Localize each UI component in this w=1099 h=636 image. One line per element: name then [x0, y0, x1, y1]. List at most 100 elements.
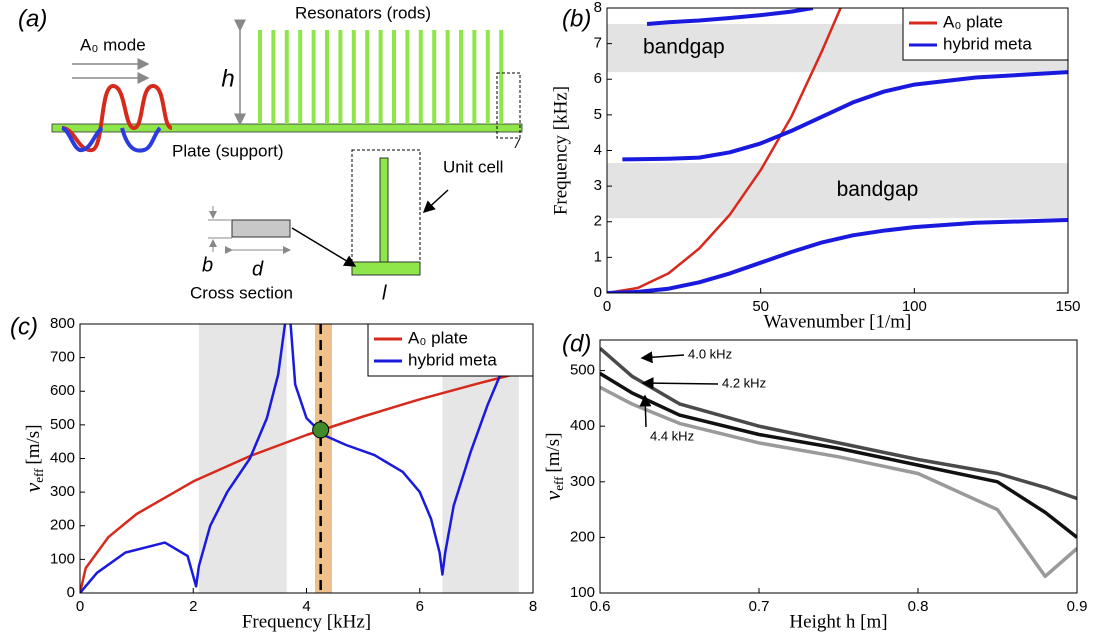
unit-cell-label: Unit cell: [443, 157, 503, 176]
plate-label: Plate (support): [172, 141, 284, 160]
rod: [271, 30, 276, 124]
x-tick-label: 0: [603, 298, 611, 315]
legend-label: hybrid meta: [943, 34, 1032, 53]
y-axis-label: veff [m/s]: [20, 424, 46, 492]
rod: [351, 30, 356, 124]
y-tick-label: 100: [570, 584, 595, 601]
leader: [514, 137, 521, 149]
rod: [499, 30, 504, 124]
rod: [325, 30, 329, 124]
chart: 0 2 4 6 8 0 100 200 300 400 500 600 700 800 (c) Frequen…: [10, 313, 537, 632]
rod: [378, 30, 383, 124]
diagram: (a) A₀ mode Resonators (rods) h Plate (s…: [18, 3, 523, 304]
y-tick-label: 800: [50, 315, 75, 332]
band: [607, 162, 1068, 219]
marker-point: [312, 421, 330, 439]
axes-frame: [599, 339, 1078, 594]
cross-section-label: Cross section: [190, 283, 293, 302]
rod: [284, 30, 289, 124]
legend: [902, 7, 1069, 61]
series-line: [607, 8, 1068, 293]
y-tick-label: 200: [570, 528, 595, 545]
rod: [298, 30, 303, 124]
rod: [338, 30, 343, 124]
y-tick-label: 600: [50, 382, 75, 399]
y-axis-label: Frequency [kHz]: [550, 86, 571, 215]
panel-label: (b): [562, 5, 591, 32]
y-label-unit: [m/s]: [23, 424, 44, 464]
x-tick-label: 4: [302, 598, 310, 615]
b-label: b: [202, 254, 213, 276]
y-tick-label: 3: [594, 177, 602, 194]
annotation: 4.4 kHz: [650, 428, 694, 443]
y-tick-label: 700: [50, 349, 75, 366]
wave: [61, 126, 162, 153]
x-tick-label: 0.6: [590, 598, 611, 615]
x-axis-label: Frequency [kHz]: [242, 611, 371, 632]
y-label-symbol: v: [540, 491, 565, 501]
cross-section: [231, 219, 291, 238]
axes-frame: [606, 7, 1069, 294]
y-tick-label: 4: [594, 141, 602, 158]
legend-label: A₀ plate: [408, 328, 468, 347]
y-tick-label: 300: [570, 473, 595, 490]
axes-frame: [79, 323, 534, 594]
y-tick-label: 8: [594, 0, 602, 16]
x-tick-label: 150: [1055, 298, 1080, 315]
series-line: [607, 8, 842, 293]
rod: [459, 30, 463, 124]
annotation-arrow: [641, 377, 719, 390]
rod: [418, 30, 423, 124]
panel-label: (c): [10, 313, 38, 340]
x-tick-label: 6: [416, 598, 424, 615]
x-tick-label: 0: [76, 598, 84, 615]
h-label: h: [221, 65, 234, 92]
y-label-symbol: v: [20, 483, 45, 493]
rod: [392, 30, 396, 124]
arrow: [422, 189, 449, 214]
y-tick-label: 500: [570, 362, 595, 379]
highlight-band: [314, 324, 332, 593]
y-tick-label: 0: [67, 584, 75, 601]
x-tick-label: 2: [189, 598, 197, 615]
annotation: bandgap: [643, 35, 725, 58]
rods-label: Resonators (rods): [295, 3, 431, 22]
rod: [365, 30, 370, 124]
arrow: [291, 227, 357, 267]
x-axis-label: Wavenumber [1/m]: [764, 311, 912, 332]
series-line: [600, 385, 1077, 579]
annotation-arrow: [639, 394, 652, 428]
y-tick-label: 400: [50, 449, 75, 466]
x-tick-label: 0.8: [908, 598, 929, 615]
mode-label: A₀ mode: [80, 35, 146, 54]
rod: [445, 30, 450, 124]
y-tick-label: 2: [594, 213, 602, 230]
y-tick-label: 500: [50, 416, 75, 433]
x-tick-label: 0.7: [749, 598, 770, 615]
rod: [472, 30, 477, 124]
wave: [61, 83, 173, 152]
rod: [432, 30, 437, 124]
x-tick-label: 8: [529, 598, 537, 615]
annotation-arrow: [640, 351, 685, 364]
base: [351, 261, 421, 276]
x-tick-label: 50: [752, 298, 769, 315]
y-axis-label: veff [m/s]: [540, 432, 566, 500]
legend-label: hybrid meta: [408, 350, 497, 369]
y-tick-label: 100: [50, 550, 75, 567]
annotation: 4.0 kHz: [688, 346, 732, 361]
rods: [258, 30, 504, 124]
plot-area: [600, 340, 1077, 593]
y-label-unit: [m/s]: [543, 432, 564, 472]
panel-label: (d): [562, 330, 591, 357]
y-tick-label: 400: [570, 417, 595, 434]
x-axis-label: Height h [m]: [789, 611, 887, 632]
annotation: bandgap: [837, 178, 919, 201]
rod: [405, 30, 410, 124]
y-tick-label: 0: [594, 284, 602, 301]
x-tick-label: 0.9: [1067, 598, 1088, 615]
chart: 0 50 100 150 0 1 2 3 4 5 6 7 8(b) Wavenumber [1/m] Fre…: [550, 0, 1080, 332]
y-label-subscript: eff: [551, 476, 566, 491]
y-tick-label: 7: [594, 35, 602, 52]
